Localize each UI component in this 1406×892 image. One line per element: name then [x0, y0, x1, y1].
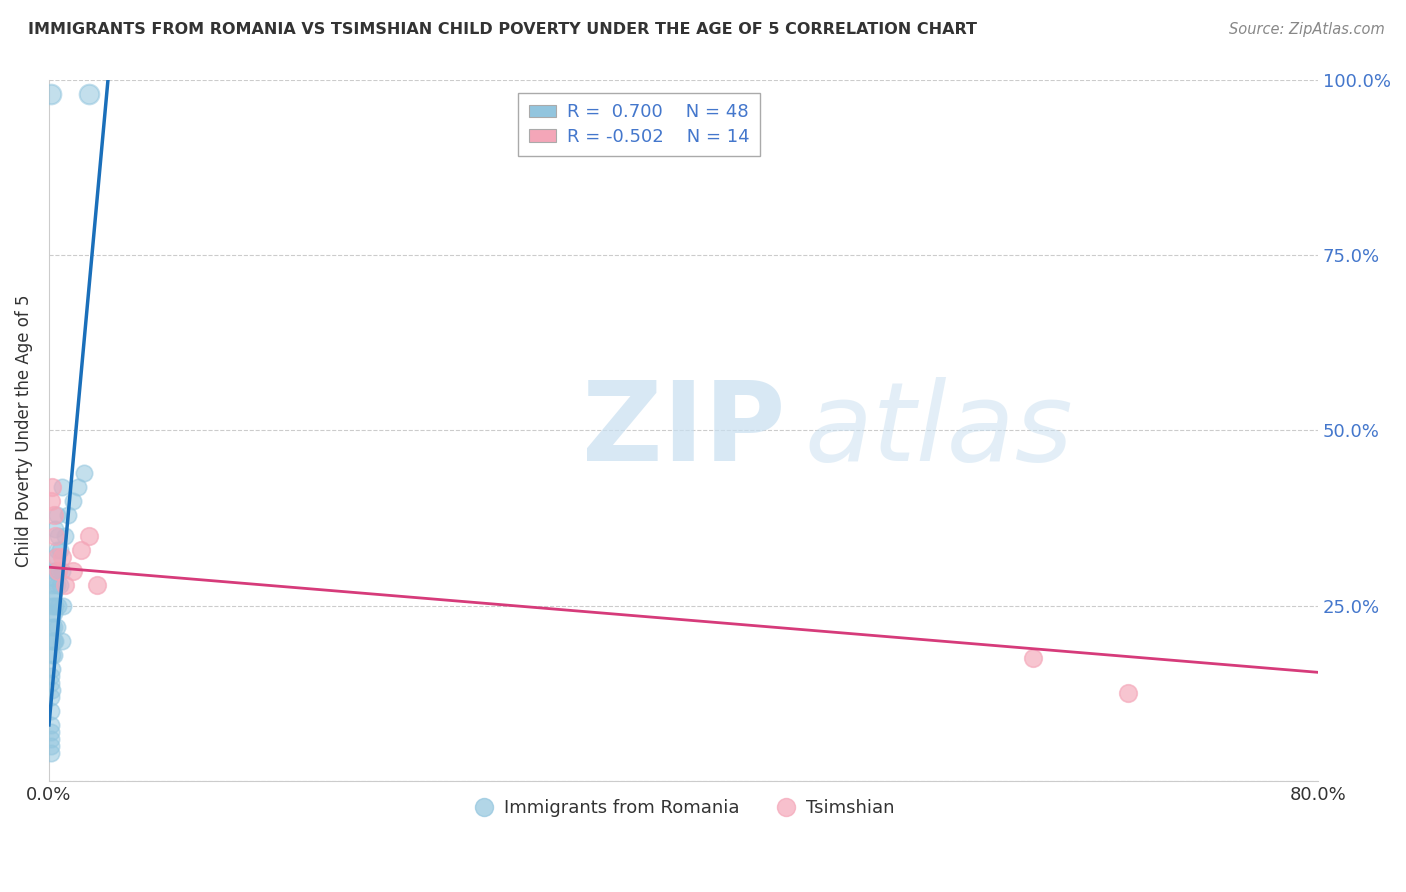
Point	[41, 591, 63, 606]
Text: ZIP: ZIP	[582, 377, 786, 484]
Point	[41, 599, 63, 613]
Point	[48, 564, 70, 578]
Point	[51, 549, 73, 564]
Point	[41, 620, 63, 634]
Point	[41, 648, 63, 662]
Point	[45, 549, 67, 564]
Point	[73, 466, 96, 480]
Point	[49, 542, 72, 557]
Y-axis label: Child Poverty Under the Age of 5: Child Poverty Under the Age of 5	[15, 294, 32, 566]
Point	[52, 599, 75, 613]
Point	[39, 676, 62, 690]
Point	[51, 633, 73, 648]
Point	[77, 528, 100, 542]
Point	[62, 493, 84, 508]
Point	[41, 606, 63, 620]
Point	[39, 493, 62, 508]
Point	[39, 746, 62, 760]
Text: IMMIGRANTS FROM ROMANIA VS TSIMSHIAN CHILD POVERTY UNDER THE AGE OF 5 CORRELATIO: IMMIGRANTS FROM ROMANIA VS TSIMSHIAN CHI…	[28, 22, 977, 37]
Point	[53, 528, 76, 542]
Point	[45, 508, 67, 522]
Point	[51, 479, 73, 493]
Point	[41, 682, 63, 697]
Point	[42, 633, 65, 648]
Point	[42, 620, 65, 634]
Point	[86, 578, 108, 592]
Point	[44, 549, 66, 564]
Point	[53, 578, 76, 592]
Point	[39, 725, 62, 739]
Point	[39, 739, 62, 753]
Point	[48, 599, 70, 613]
Point	[44, 528, 66, 542]
Point	[66, 479, 89, 493]
Point	[42, 508, 65, 522]
Point	[39, 690, 62, 704]
Point	[1116, 686, 1139, 700]
Point	[41, 578, 63, 592]
Point	[49, 578, 72, 592]
Point	[44, 633, 66, 648]
Point	[1021, 651, 1043, 665]
Point	[62, 564, 84, 578]
Legend: Immigrants from Romania, Tsimshian: Immigrants from Romania, Tsimshian	[465, 792, 901, 824]
Point	[77, 87, 100, 101]
Point	[45, 578, 67, 592]
Point	[45, 620, 67, 634]
Point	[41, 479, 63, 493]
Point	[44, 564, 66, 578]
Point	[42, 584, 65, 599]
Text: Source: ZipAtlas.com: Source: ZipAtlas.com	[1229, 22, 1385, 37]
Point	[39, 669, 62, 683]
Point	[44, 599, 66, 613]
Point	[42, 606, 65, 620]
Point	[42, 571, 65, 585]
Point	[42, 564, 65, 578]
Point	[39, 718, 62, 732]
Point	[44, 522, 66, 536]
Point	[48, 528, 70, 542]
Point	[56, 508, 79, 522]
Point	[42, 648, 65, 662]
Point	[41, 662, 63, 676]
Text: atlas: atlas	[804, 377, 1073, 484]
Point	[41, 633, 63, 648]
Point	[51, 564, 73, 578]
Point	[69, 542, 91, 557]
Point	[39, 87, 62, 101]
Point	[39, 704, 62, 718]
Point	[48, 564, 70, 578]
Point	[45, 542, 67, 557]
Point	[39, 731, 62, 746]
